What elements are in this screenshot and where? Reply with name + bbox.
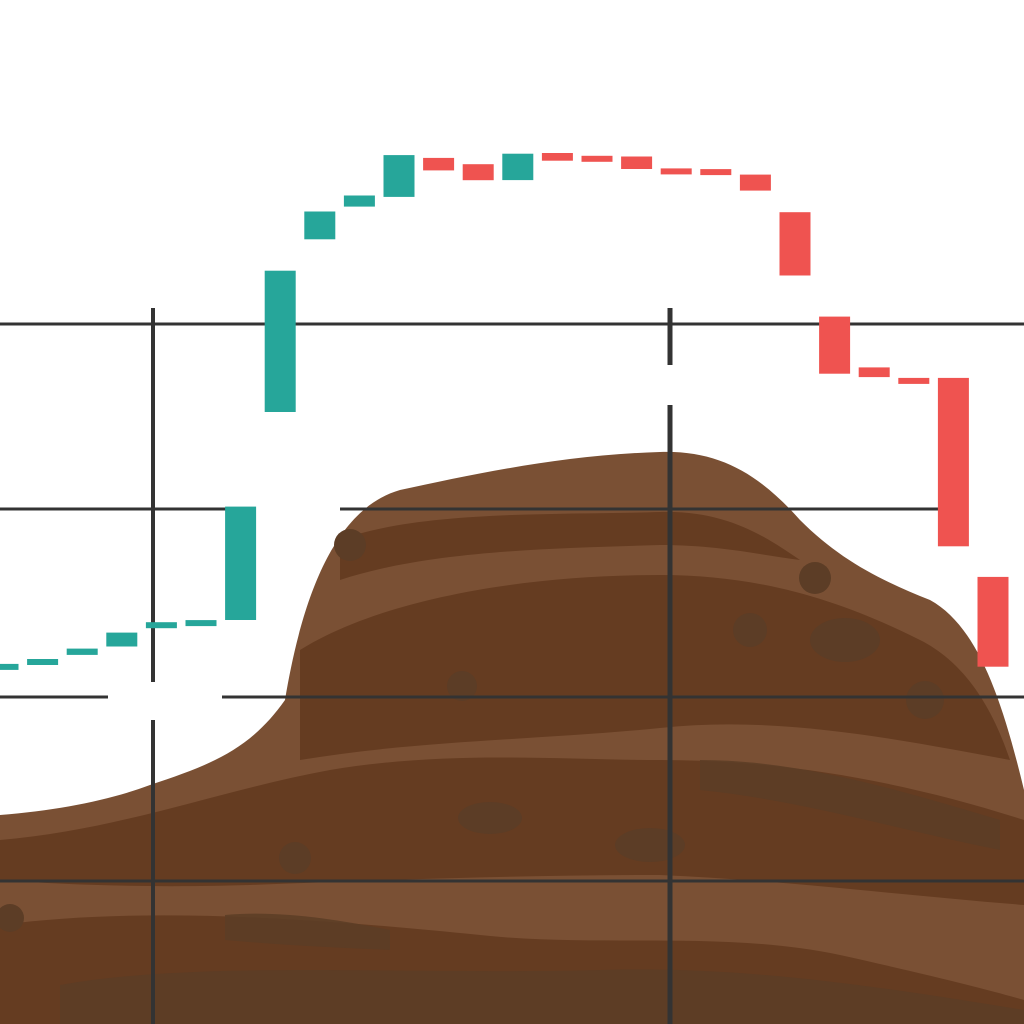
candle-up: [304, 211, 336, 240]
candle-up: [383, 155, 415, 197]
terrain-rock: [615, 828, 685, 862]
candle-down: [779, 212, 811, 276]
terrain-rock: [279, 842, 311, 874]
candle-down: [898, 377, 930, 384]
candle-down: [541, 153, 573, 161]
terrain-rock: [334, 529, 366, 561]
candle-down: [621, 156, 653, 169]
candle-up: [145, 622, 177, 629]
terrain-rock: [810, 618, 880, 662]
candles: [0, 153, 1009, 670]
terrain-shadow-2: [700, 760, 1000, 850]
candle-up: [264, 270, 296, 412]
terrain-rock: [733, 613, 767, 647]
terrain-rock: [799, 562, 831, 594]
candle-up: [66, 648, 98, 655]
candle-up: [185, 620, 217, 627]
terrain-rock: [906, 681, 944, 719]
terrain-rock: [447, 671, 477, 701]
terrain-band-1: [340, 511, 800, 580]
grid-lines: [0, 308, 1024, 1024]
candle-up: [225, 506, 257, 620]
candle-down: [581, 155, 613, 162]
candle-down: [700, 169, 732, 176]
candle-up: [27, 659, 59, 665]
terrain-rock: [458, 802, 522, 834]
candle-down: [739, 174, 771, 191]
candle-up: [106, 632, 138, 647]
candle-down: [462, 164, 494, 181]
candle-down: [858, 367, 890, 378]
candle-up: [502, 153, 534, 181]
candle-up: [343, 195, 375, 207]
candle-down: [977, 576, 1009, 667]
candle-up: [0, 663, 19, 670]
candle-down: [937, 377, 969, 547]
terrain-shadow-3: [225, 913, 390, 950]
terrain-shadow-1: [60, 969, 1024, 1024]
candle-down: [423, 157, 455, 171]
candle-down: [660, 168, 692, 175]
candle-down: [819, 316, 851, 374]
terrain-rock: [0, 904, 24, 932]
